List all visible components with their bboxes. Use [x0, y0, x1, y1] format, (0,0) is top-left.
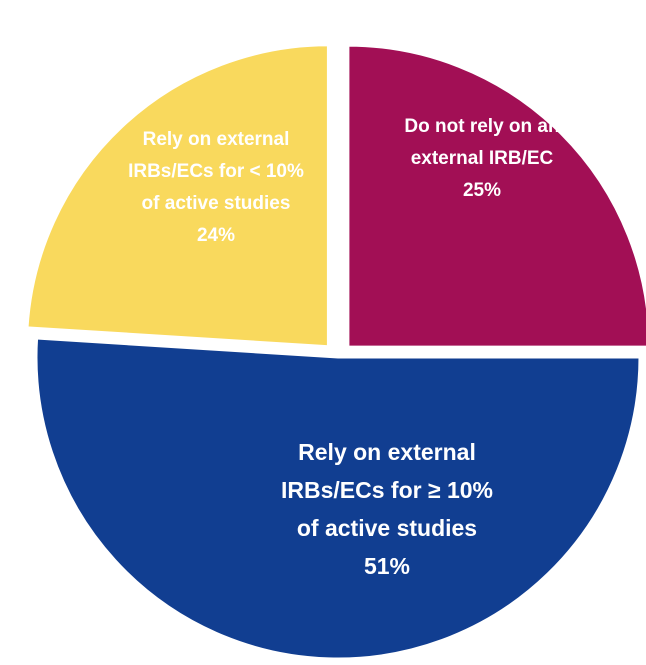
slice-label-line: external IRB/EC: [411, 148, 554, 169]
slice-label-2: Rely on external IRBs/ECs for ≥ 10% of act…: [281, 439, 493, 579]
slice-label-line: 25%: [463, 180, 501, 201]
slice-label-line: 51%: [364, 553, 410, 579]
pie-slice-3: [25, 43, 330, 349]
slice-label-line: IRBs/ECs for ≥ 10%: [281, 477, 493, 503]
pie-labels: Do not rely on an external IRB/EC 25% Rely …: [128, 116, 560, 579]
slice-label-line: of active studies: [297, 515, 477, 541]
pie-slice-1: [346, 43, 646, 349]
pie-slices: [25, 43, 646, 661]
slice-label-line: Do not rely on an: [404, 116, 559, 137]
slice-label-line: IRBs/ECs for < 10%: [128, 161, 304, 182]
pie-slice-2: [34, 336, 642, 661]
slice-label-line: Rely on external: [143, 129, 290, 150]
slice-label-line: of active studies: [142, 193, 291, 214]
slice-label-1: Do not rely on an external IRB/EC 25%: [404, 116, 559, 201]
slice-label-line: Rely on external: [298, 439, 476, 465]
slice-label-line: 24%: [197, 225, 235, 246]
slice-label-3: Rely on external IRBs/ECs for < 10% of act…: [128, 129, 304, 246]
